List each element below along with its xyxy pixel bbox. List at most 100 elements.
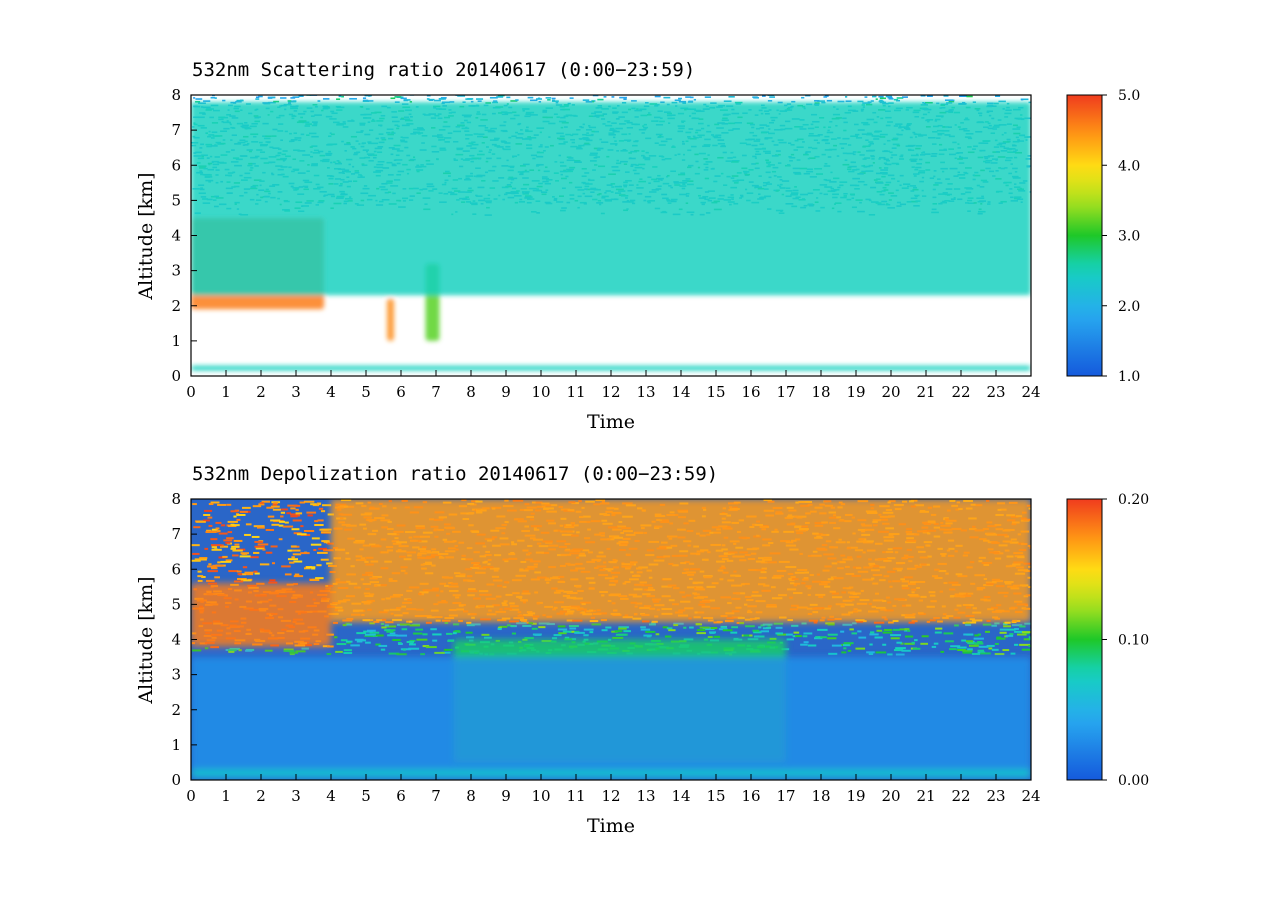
noise-speck (320, 510, 326, 513)
noise-speck (416, 638, 428, 641)
noise-speck (543, 91, 547, 93)
noise-speck (961, 639, 967, 642)
noise-speck (574, 90, 579, 92)
noise-speck (409, 643, 416, 646)
noise-speck (520, 92, 523, 94)
noise-speck (998, 100, 1006, 103)
noise-speck (287, 549, 292, 552)
noise-speck (242, 566, 248, 569)
x-tick-label: 2 (256, 383, 266, 401)
noise-speck (524, 89, 532, 91)
noise-speck (407, 88, 414, 90)
noise-speck (341, 95, 344, 98)
noise-speck (245, 573, 254, 576)
noise-speck (477, 92, 481, 94)
noise-speck (525, 92, 530, 94)
noise-speck (480, 91, 483, 93)
noise-speck (690, 96, 694, 99)
noise-speck (1009, 87, 1012, 89)
noise-speck (292, 100, 297, 102)
noise-speck (334, 91, 337, 93)
noise-speck (255, 98, 260, 100)
noise-speck (673, 624, 679, 627)
noise-speck (384, 624, 389, 627)
noise-speck (400, 648, 412, 651)
noise-speck (271, 562, 276, 565)
noise-speck (432, 633, 442, 636)
noise-speck (532, 86, 540, 88)
noise-speck (220, 560, 232, 563)
noise-speck (193, 97, 196, 99)
noise-speck (236, 99, 244, 102)
noise-speck (568, 86, 575, 88)
noise-speck (944, 99, 953, 101)
noise-speck (869, 643, 873, 646)
noise-speck (271, 96, 276, 99)
x-tick-label: 5 (361, 383, 371, 401)
noise-speck (807, 644, 817, 647)
noise-speck (476, 98, 484, 100)
noise-speck (279, 520, 285, 523)
noise-speck (449, 101, 455, 103)
noise-speck (1003, 625, 1011, 628)
noise-speck (896, 641, 902, 644)
noise-speck (301, 647, 309, 650)
plot-area (190, 498, 1032, 781)
noise-speck (552, 100, 559, 102)
noise-speck (827, 637, 837, 640)
y-tick-label: 4 (171, 227, 181, 245)
noise-speck (504, 85, 508, 87)
chart-title: 532nm Scattering ratio 20140617 (0:00−23… (192, 59, 695, 81)
noise-speck (893, 98, 899, 101)
noise-speck (640, 626, 646, 629)
noise-speck (231, 545, 240, 548)
noise-speck (589, 631, 594, 634)
noise-speck (212, 564, 224, 567)
noise-speck (869, 633, 879, 636)
noise-speck (295, 88, 301, 90)
noise-speck (409, 624, 420, 627)
noise-speck (271, 87, 273, 89)
noise-speck (374, 634, 384, 637)
noise-speck (557, 628, 568, 631)
noise-speck (192, 503, 197, 506)
noise-speck (961, 89, 967, 91)
noise-speck (678, 97, 682, 100)
noise-speck (659, 89, 664, 91)
x-tick-label: 3 (291, 383, 301, 401)
noise-speck (731, 626, 739, 629)
noise-speck (538, 626, 546, 629)
plot-area (190, 85, 1032, 377)
noise-speck (800, 643, 808, 646)
noise-speck (336, 98, 341, 101)
noise-speck (553, 634, 562, 637)
scattering-ratio-panel: 532nm Scattering ratio 20140617 (0:00−23… (135, 59, 1140, 433)
noise-speck (914, 639, 918, 642)
noise-speck (367, 100, 374, 102)
noise-speck (895, 653, 905, 656)
noise-speck (955, 92, 962, 94)
noise-speck (409, 639, 416, 642)
noise-speck (390, 91, 398, 93)
noise-speck (284, 573, 292, 576)
noise-speck (994, 622, 1000, 625)
noise-speck (465, 631, 473, 634)
noise-speck (1002, 623, 1008, 626)
noise-speck (768, 86, 774, 88)
noise-speck (642, 93, 648, 95)
noise-speck (401, 628, 408, 631)
noise-speck (767, 100, 773, 102)
noise-speck (285, 649, 295, 652)
noise-speck (788, 93, 793, 95)
noise-speck (921, 635, 929, 638)
noise-speck (239, 555, 251, 558)
noise-speck (803, 632, 813, 635)
noise-speck (558, 632, 567, 635)
noise-speck (791, 100, 796, 103)
noise-speck (210, 96, 216, 99)
noise-speck (533, 91, 540, 93)
noise-speck (439, 90, 444, 92)
noise-speck (228, 570, 238, 573)
noise-speck (362, 100, 370, 103)
